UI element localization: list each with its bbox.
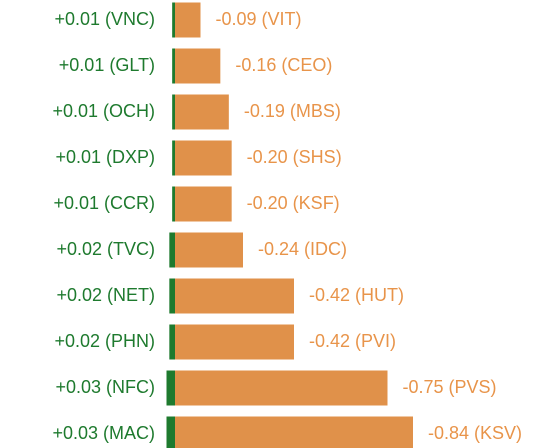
loss-bar: [175, 186, 232, 222]
gain-label: +0.03 (MAC): [52, 423, 155, 443]
loss-label: -0.20 (KSF): [247, 193, 340, 213]
loss-bar: [175, 278, 294, 314]
loss-bar: [175, 324, 294, 360]
loss-label: -0.09 (VIT): [216, 9, 302, 29]
gain-label: +0.01 (CCR): [53, 193, 155, 213]
gain-bar: [172, 2, 175, 38]
gain-label: +0.01 (DXP): [55, 147, 155, 167]
loss-bar: [175, 2, 201, 38]
gain-label: +0.02 (NET): [56, 285, 155, 305]
gain-bar: [169, 324, 175, 360]
loss-label: -0.84 (KSV): [428, 423, 522, 443]
gain-label: +0.02 (TVC): [56, 239, 155, 259]
loss-label: -0.20 (SHS): [247, 147, 342, 167]
loss-bar: [175, 140, 232, 176]
loss-label: -0.16 (CEO): [235, 55, 332, 75]
gain-bar: [172, 94, 175, 130]
gain-bar: [172, 48, 175, 84]
gain-bar: [172, 140, 175, 176]
gain-bar: [169, 232, 175, 268]
loss-bar: [175, 48, 221, 84]
gain-label: +0.02 (PHN): [54, 331, 155, 351]
loss-label: -0.24 (IDC): [258, 239, 347, 259]
gain-label: +0.03 (NFC): [55, 377, 155, 397]
loss-label: -0.42 (HUT): [309, 285, 404, 305]
loss-bar: [175, 232, 243, 268]
gain-label: +0.01 (OCH): [52, 101, 155, 121]
gain-bar: [172, 186, 175, 222]
loss-bar: [175, 370, 388, 406]
loss-label: -0.42 (PVI): [309, 331, 396, 351]
gain-label: +0.01 (GLT): [59, 55, 155, 75]
gain-bar: [166, 416, 175, 448]
loss-label: -0.19 (MBS): [244, 101, 341, 121]
loss-label: -0.75 (PVS): [403, 377, 497, 397]
loss-bar: [175, 416, 413, 448]
loss-bar: [175, 94, 229, 130]
gain-bar: [166, 370, 175, 406]
gain-bar: [169, 278, 175, 314]
gain-label: +0.01 (VNC): [54, 9, 155, 29]
